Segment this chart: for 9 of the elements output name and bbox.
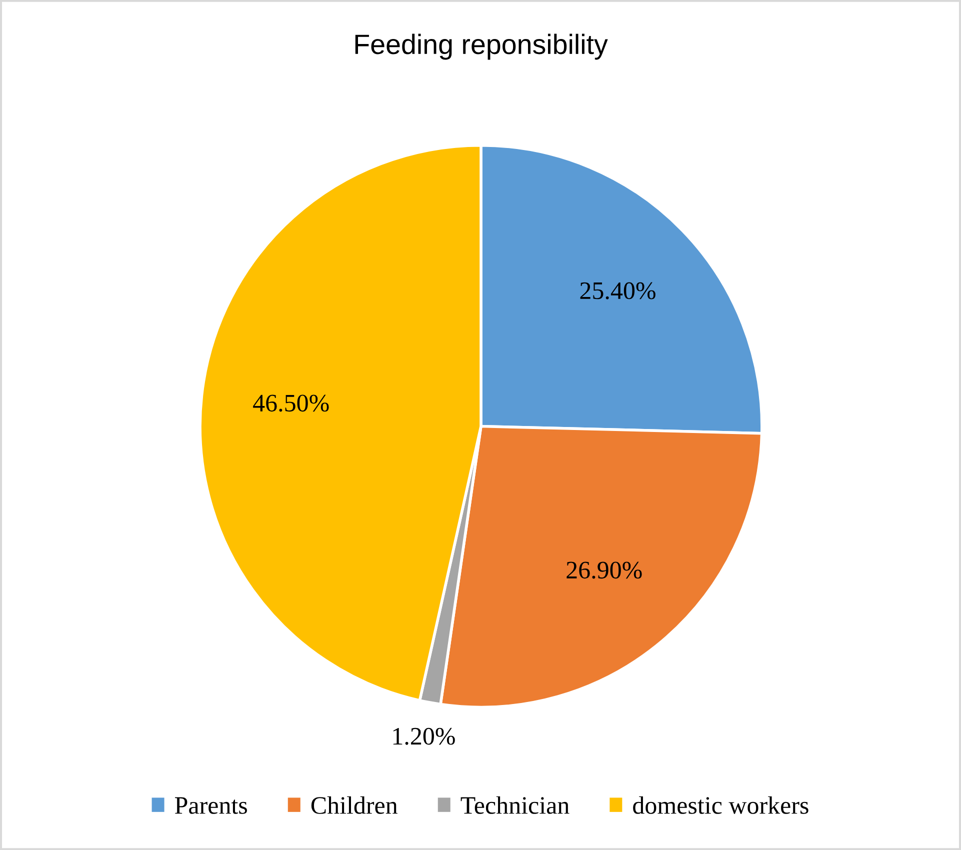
data-label: 1.20% [393,728,455,745]
legend-label: Parents [175,797,247,814]
data-label: 25.40% [580,282,656,300]
legend-label: Technician [460,796,570,814]
legend-label: domestic workers [633,796,808,814]
data-label: 26.90% [566,562,642,579]
legend-label: Children [311,796,398,814]
chart-title: Feeding reponsibility [355,34,608,60]
data-label: 46.50% [253,394,329,412]
